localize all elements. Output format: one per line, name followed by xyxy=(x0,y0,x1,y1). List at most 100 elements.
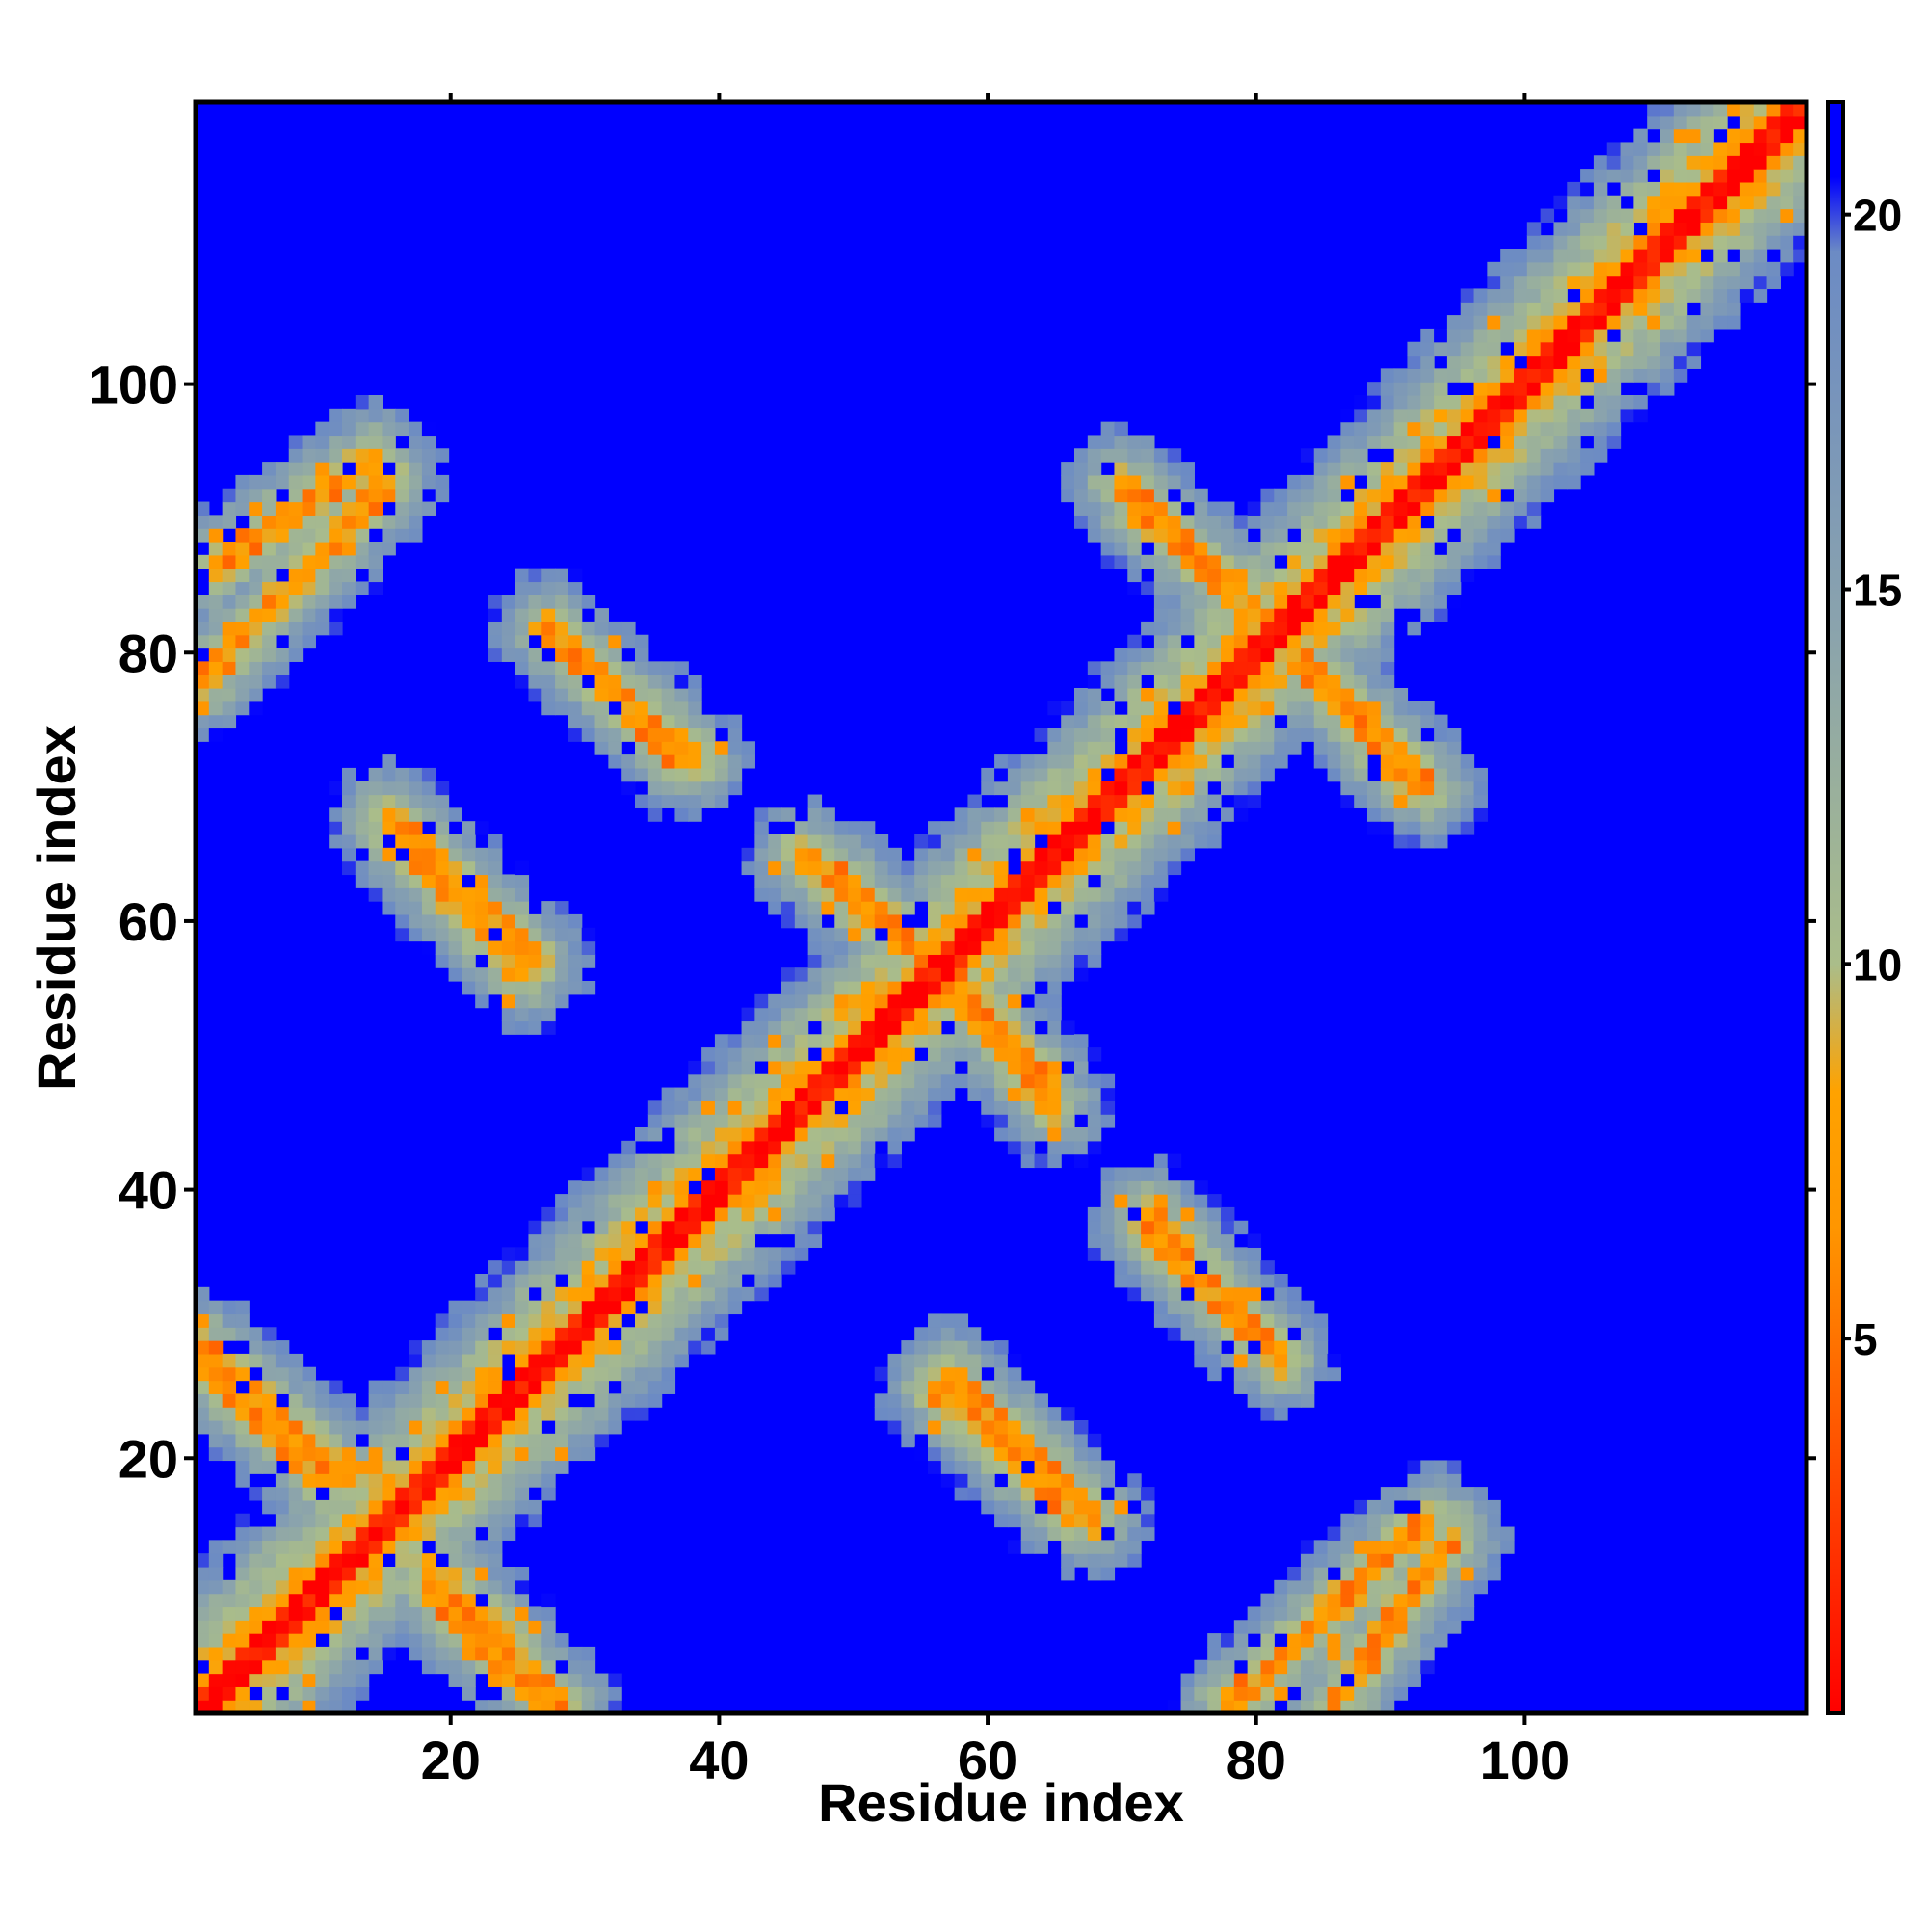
heatmap-cell xyxy=(1673,235,1688,250)
heatmap-cell xyxy=(235,528,250,543)
heatmap-cell xyxy=(409,1579,423,1595)
heatmap-cell xyxy=(1593,315,1608,330)
heatmap-cell xyxy=(981,887,995,902)
heatmap-cell xyxy=(196,1420,210,1435)
heatmap-cell xyxy=(1074,714,1089,729)
heatmap-cell xyxy=(249,1700,263,1714)
heatmap-cell xyxy=(1100,421,1116,437)
heatmap-cell xyxy=(594,1366,609,1382)
heatmap-cell xyxy=(674,675,689,689)
heatmap-cell xyxy=(448,847,462,862)
heatmap-cell xyxy=(981,913,995,929)
heatmap-cell xyxy=(421,940,436,955)
heatmap-cell xyxy=(488,1460,503,1474)
heatmap-cell xyxy=(555,1446,569,1462)
heatmap-cell xyxy=(741,754,755,769)
heatmap-cell xyxy=(1194,781,1208,796)
heatmap-cell xyxy=(501,1260,516,1275)
heatmap-cell xyxy=(621,1407,636,1421)
heatmap-cell xyxy=(1380,807,1395,822)
heatmap-cell xyxy=(1313,1540,1329,1554)
heatmap-cell xyxy=(222,1646,237,1661)
heatmap-cell xyxy=(1260,1340,1275,1355)
heatmap-cell xyxy=(1194,1180,1208,1195)
heatmap-cell xyxy=(754,1180,769,1195)
heatmap-cell xyxy=(1407,714,1421,729)
heatmap-cell xyxy=(488,1473,503,1488)
heatmap-cell xyxy=(475,1366,489,1382)
heatmap-cell xyxy=(901,887,915,902)
heatmap-cell xyxy=(647,688,663,702)
heatmap-cell xyxy=(661,1260,676,1275)
heatmap-cell xyxy=(235,608,250,622)
heatmap-cell xyxy=(1593,395,1608,410)
heatmap-cell xyxy=(488,1420,503,1435)
heatmap-cell xyxy=(249,554,263,569)
heatmap-cell xyxy=(781,887,796,902)
heatmap-cell xyxy=(1087,1460,1102,1474)
heatmap-cell xyxy=(1141,688,1155,702)
heatmap-cell xyxy=(315,608,330,622)
heatmap-cell xyxy=(901,1127,915,1142)
heatmap-cell xyxy=(768,1180,782,1195)
heatmap-cell xyxy=(462,1659,476,1675)
heatmap-cell xyxy=(1247,554,1262,569)
heatmap-cell xyxy=(1087,1247,1102,1261)
heatmap-cell xyxy=(1300,701,1315,716)
heatmap-cell xyxy=(1194,1286,1208,1302)
heatmap-cell xyxy=(1087,913,1102,929)
heatmap-cell xyxy=(768,1194,782,1208)
heatmap-cell xyxy=(409,1420,423,1435)
heatmap-cell xyxy=(196,714,210,729)
heatmap-cell xyxy=(1020,927,1036,942)
heatmap-cell xyxy=(1247,1366,1262,1382)
heatmap-cell xyxy=(448,1300,462,1315)
heatmap-cell xyxy=(914,1353,929,1368)
heatmap-cell xyxy=(674,1140,689,1155)
heatmap-cell xyxy=(448,1420,462,1435)
heatmap-cell xyxy=(1473,395,1488,410)
heatmap-cell xyxy=(860,1100,876,1115)
heatmap-cell xyxy=(608,1700,622,1714)
heatmap-cell xyxy=(1074,1460,1089,1474)
heatmap-cell xyxy=(208,1540,224,1554)
heatmap-cell xyxy=(1114,501,1128,516)
heatmap-cell xyxy=(1460,448,1475,463)
heatmap-cell xyxy=(501,1700,516,1714)
heatmap-cell xyxy=(768,874,782,888)
heatmap-cell xyxy=(1700,288,1714,303)
heatmap-cell xyxy=(1207,1633,1222,1648)
heatmap-cell xyxy=(1633,169,1648,183)
heatmap-cell xyxy=(568,1260,583,1275)
heatmap-cell xyxy=(967,1073,982,1089)
heatmap-cell xyxy=(1739,142,1755,156)
heatmap-cell xyxy=(928,1073,942,1089)
heatmap-cell xyxy=(1074,462,1089,476)
heatmap-cell xyxy=(1114,1260,1128,1275)
heatmap-cell xyxy=(981,1433,995,1448)
heatmap-cell xyxy=(1061,794,1075,808)
heatmap-cell xyxy=(1274,1686,1288,1701)
heatmap-cell xyxy=(1260,595,1275,609)
heatmap-cell xyxy=(355,1579,370,1595)
heatmap-cell xyxy=(967,981,982,995)
heatmap-cell xyxy=(714,1087,729,1101)
heatmap-cell xyxy=(1753,275,1768,290)
heatmap-cell xyxy=(1580,302,1595,316)
heatmap-cell xyxy=(475,1646,489,1661)
heatmap-cell xyxy=(887,1393,902,1408)
heatmap-cell xyxy=(860,1047,876,1062)
heatmap-cell xyxy=(421,1380,436,1394)
heatmap-cell xyxy=(1540,288,1555,303)
heatmap-cell xyxy=(1793,102,1808,117)
heatmap-cell xyxy=(1434,767,1448,782)
heatmap-cell xyxy=(262,621,277,636)
heatmap-cell xyxy=(1367,515,1382,529)
heatmap-cell xyxy=(1313,1620,1329,1634)
heatmap-cell xyxy=(409,421,423,437)
heatmap-cell xyxy=(302,1553,316,1568)
heatmap-cell xyxy=(196,1366,210,1382)
heatmap-cell xyxy=(249,501,263,516)
heatmap-cell xyxy=(1354,408,1368,423)
heatmap-cell xyxy=(768,901,782,915)
